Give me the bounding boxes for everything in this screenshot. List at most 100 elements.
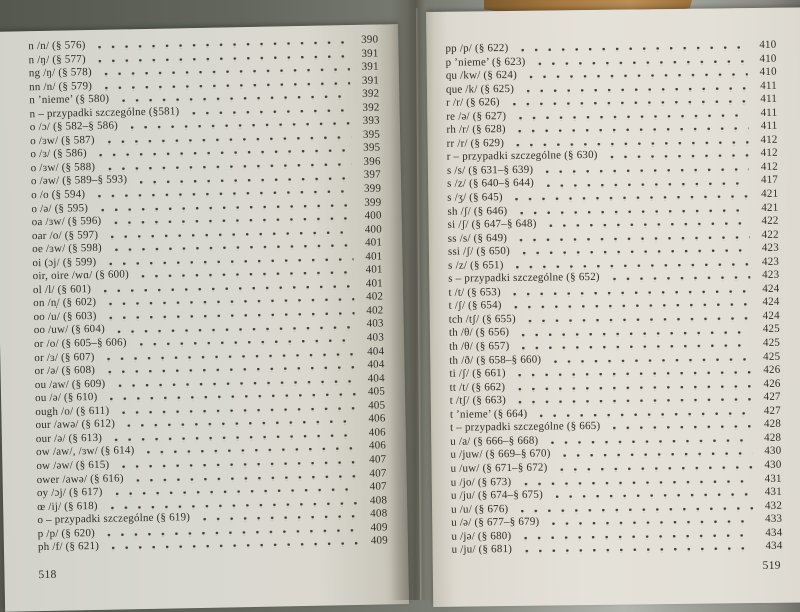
entry-page-number: 404 (367, 345, 385, 358)
entry-label: u /jo/ (§ 673) (450, 475, 512, 489)
entry-page-number: 422 (761, 214, 779, 228)
entry-label: ow /aw/, /ɜw/ (§ 614) (36, 444, 135, 459)
entry-label: u /jə/ (§ 680) (451, 529, 512, 543)
entry-label: pp /p/ (§ 622) (445, 41, 509, 55)
dot-leader (609, 425, 753, 432)
dot-leader (516, 235, 750, 243)
entry-page-number: 424 (762, 296, 780, 309)
entry-page-number: 428 (763, 418, 782, 431)
entry-label: o /ɜ/ (§ 586) (30, 147, 87, 161)
entry-page-number: 421 (761, 187, 779, 200)
entry-page-number: 434 (765, 539, 783, 553)
dot-leader (515, 113, 749, 121)
dot-leader (512, 262, 751, 270)
entry-label: our /awə/ (§ 612) (35, 417, 116, 432)
entry-label: our /ə/ (§ 613) (35, 431, 103, 446)
entry-label: th /θ/ (§ 656) (448, 326, 510, 340)
dot-leader (543, 181, 750, 189)
entry-label: t /tʃ/ (§ 663) (449, 394, 507, 407)
dot-leader (559, 452, 753, 459)
entry-page-number: 390 (361, 33, 379, 46)
entry-label: r /r/ (§ 626) (446, 96, 500, 109)
dot-leader (514, 127, 749, 135)
entry-page-number: 402 (365, 290, 384, 304)
entry-page-number: 412 (760, 147, 778, 160)
entry-label: th /ð/ (§ 658–§ 660) (449, 353, 542, 367)
left-page-entries: n /n/ (§ 576) 390 n /ŋ/ (§ 577) 391 ng /ŋ/ (… (28, 34, 388, 555)
entry-label: ng /ŋ/ (§ 578) (28, 66, 92, 80)
dot-leader (534, 59, 748, 67)
entry-page-number: 407 (369, 480, 387, 493)
entry-label: n /n/ (§ 576) (28, 39, 86, 53)
entry-label: s /s/ (§ 631–§ 639) (446, 163, 534, 177)
entry-page-number: 412 (760, 160, 778, 173)
entry-page-number: 409 (370, 521, 388, 534)
entry-page-number: 430 (764, 445, 782, 458)
entry-page-number: 410 (759, 52, 777, 65)
entry-page-number: 403 (366, 331, 385, 344)
entry-page-number: 427 (763, 390, 781, 404)
dot-leader (521, 547, 754, 555)
entry-label: rr /r/ (§ 629) (446, 136, 505, 150)
entry-page-number: 391 (361, 60, 379, 73)
entry-label: oo /uw/ (§ 604) (33, 323, 106, 337)
entry-label: n /ŋ/ (§ 577) (28, 52, 86, 66)
entry-page-number: 423 (761, 255, 780, 268)
entry-label: or /ɜ/ (§ 607) (34, 350, 95, 364)
entry-label: u /u/ (§ 676) (451, 502, 509, 516)
entry-page-number: 426 (763, 363, 781, 377)
dot-leader (545, 222, 750, 229)
entry-label: u /ju/ (§ 681) (451, 543, 513, 556)
entry-label: tch /tʃ/ (§ 655) (448, 312, 516, 326)
dot-leader (517, 506, 754, 514)
entry-page-number: 428 (764, 431, 782, 444)
entry-page-number: 411 (760, 79, 777, 92)
entry-page-number: 392 (362, 101, 380, 114)
entry-label: oo /u/ (§ 603) (33, 309, 97, 324)
dot-leader (536, 411, 752, 419)
entry-label: qu /kw/ (§ 624) (445, 68, 517, 82)
dot-leader (542, 168, 749, 175)
entry-page-number: 395 (363, 141, 381, 155)
entry-page-number: 423 (762, 269, 780, 282)
dot-leader (510, 303, 751, 311)
entry-label: ss /s/ (§ 649) (447, 231, 508, 245)
entry-page-number: 411 (760, 92, 778, 106)
entry-label: p /p/ (§ 620) (37, 526, 96, 540)
dot-leader (525, 73, 748, 80)
dot-leader (514, 384, 752, 392)
entry-page-number: 404 (367, 358, 385, 371)
right-page: pp /p/ (§ 622) 410 p ’nieme’ (§ 623) 410 qu … (426, 7, 800, 607)
entry-label: si /ʃ/ (§ 647–§ 648) (447, 217, 537, 231)
entry-label: or /ə/ (§ 608) (34, 364, 96, 378)
right-page-entries: pp /p/ (§ 622) 410 p ’nieme’ (§ 623) 410 qu … (445, 39, 782, 558)
entry-page-number: 402 (366, 304, 384, 317)
dot-leader (515, 398, 752, 406)
entry-page-number: 417 (760, 174, 779, 187)
entry-page-number: 391 (361, 74, 380, 87)
entry-label: oe /ɜw/ (§ 598) (32, 242, 102, 256)
entry-label: u /uw/ (§ 671–§ 672) (450, 461, 548, 475)
entry-page-number: 424 (762, 309, 780, 322)
entry-page-number: 401 (365, 250, 383, 263)
dot-leader (517, 46, 748, 53)
entry-page-number: 397 (363, 168, 381, 182)
entry-page-number: 432 (764, 499, 783, 512)
entry-page-number: 434 (765, 526, 783, 539)
entry-page-number: 425 (762, 323, 780, 336)
entry-label: ou /ə/ (§ 610) (34, 391, 98, 405)
entry-label: o /ɜw/ (§ 587) (30, 133, 95, 148)
entry-label: oy /ɔj/ (§ 617) (36, 485, 103, 500)
entry-label: n ’nieme’ (§ 580) (29, 92, 110, 107)
entry-page-number: 410 (759, 65, 777, 79)
entry-page-number: 431 (764, 485, 782, 498)
entry-page-number: 406 (368, 426, 386, 439)
entry-page-number: 400 (364, 223, 383, 236)
entry-label: o – przypadki szczególne (§ 619) (37, 511, 191, 527)
entry-label: ow /əw/ (§ 615) (36, 458, 110, 473)
entry-page-number: 425 (762, 336, 781, 349)
entry-label: or /o/ (§ 605–§ 606) (33, 336, 127, 351)
entry-label: o /o (§ 594) (31, 188, 86, 202)
entry-label: s – przypadki szczególne (§ 652) (448, 271, 600, 286)
